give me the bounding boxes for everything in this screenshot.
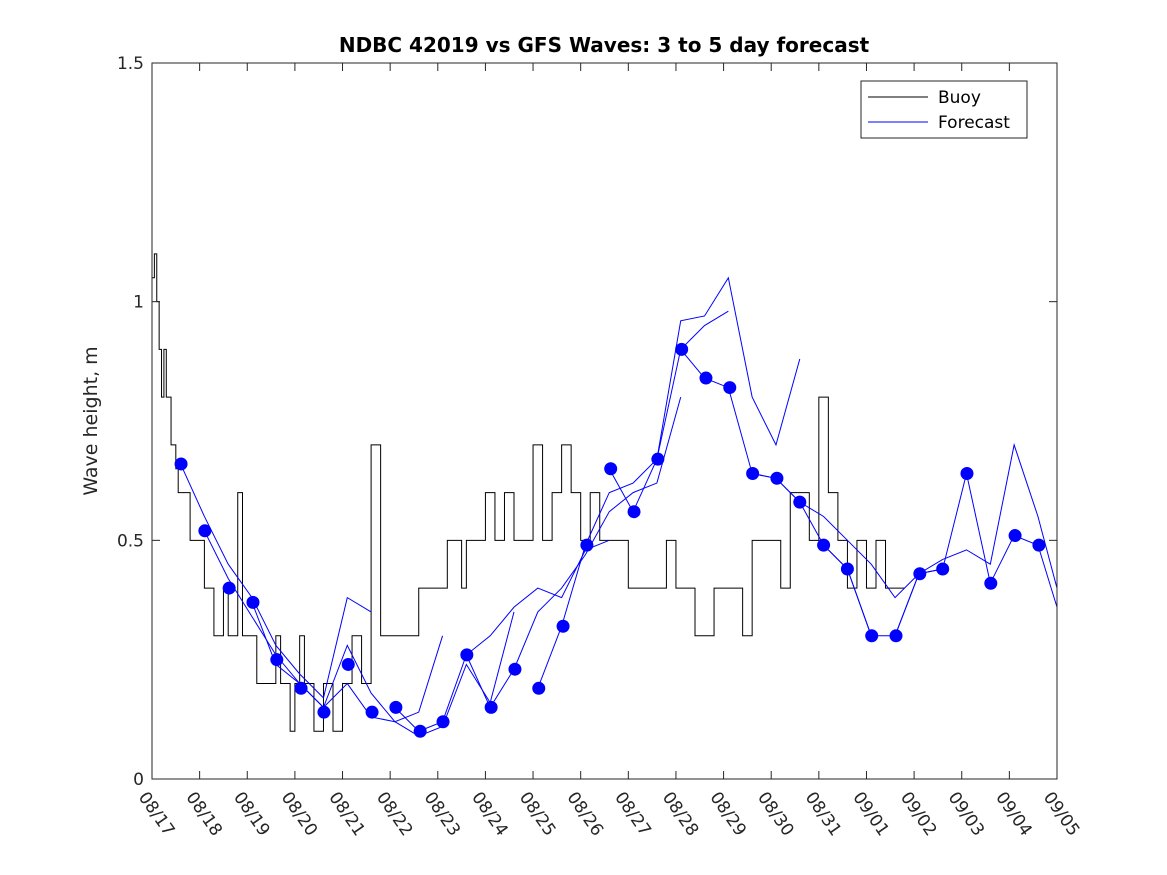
y-tick-label: 1 xyxy=(133,293,144,313)
forecast-marker xyxy=(699,371,713,385)
forecast-marker xyxy=(746,467,760,481)
forecast-marker xyxy=(793,495,807,509)
forecast-marker xyxy=(1032,538,1046,552)
forecast-marker xyxy=(889,629,903,643)
y-tick-label: 0 xyxy=(133,770,144,790)
forecast-run-line xyxy=(394,539,610,732)
forecast-run-line xyxy=(251,602,515,737)
forecast-marker xyxy=(532,681,546,695)
legend-box xyxy=(860,80,1028,139)
forecast-marker xyxy=(723,381,737,395)
forecast-marker xyxy=(770,471,784,485)
forecast-marker xyxy=(174,457,188,471)
y-axis: 0 0.5 1 1.5 xyxy=(117,54,1057,790)
forecast-marker xyxy=(460,648,474,662)
forecast-marker xyxy=(817,538,831,552)
forecast-marker xyxy=(627,505,641,519)
chart-title: NDBC 42019 vs GFS Waves: 3 to 5 day fore… xyxy=(339,33,870,57)
forecast-run-line xyxy=(608,276,801,513)
buoy-series xyxy=(152,253,905,732)
forecast-marker xyxy=(508,662,522,676)
forecast-marker xyxy=(222,581,236,595)
forecast-marker xyxy=(556,619,570,633)
forecast-marker xyxy=(484,700,498,714)
forecast-markers xyxy=(174,342,1046,738)
forecast-marker xyxy=(984,576,998,590)
forecast-marker xyxy=(317,705,331,719)
forecast-run-line xyxy=(180,463,372,699)
forecast-marker xyxy=(936,562,950,576)
forecast-marker xyxy=(270,653,284,667)
legend: Buoy Forecast xyxy=(860,80,1028,139)
forecast-marker xyxy=(389,700,403,714)
plot-frame xyxy=(151,62,1058,780)
legend-buoy-label: Buoy xyxy=(938,88,981,108)
y-tick-label: 0.5 xyxy=(117,531,144,551)
forecast-marker xyxy=(913,567,927,581)
forecast-marker xyxy=(198,524,212,538)
forecast-marker xyxy=(865,629,879,643)
forecast-run-line xyxy=(537,310,729,689)
forecast-marker xyxy=(341,657,355,671)
forecast-marker xyxy=(604,462,618,476)
forecast-marker xyxy=(840,562,854,576)
forecast-marker xyxy=(651,452,665,466)
forecast-marker xyxy=(1008,529,1022,543)
y-tick-label: 1.5 xyxy=(117,54,144,74)
forecast-marker xyxy=(580,538,594,552)
y-axis-label: Wave height, m xyxy=(80,346,102,495)
forecast-marker xyxy=(960,467,974,481)
forecast-marker xyxy=(246,595,260,609)
buoy-line xyxy=(152,253,905,732)
legend-forecast-label: Forecast xyxy=(938,113,1010,133)
forecast-run-line xyxy=(465,396,682,709)
forecast-marker xyxy=(413,724,427,738)
forecast-marker xyxy=(675,342,689,356)
forecast-run-line xyxy=(752,473,943,599)
forecast-marker xyxy=(436,715,450,729)
forecast-marker xyxy=(365,705,379,719)
forecast-marker xyxy=(294,681,308,695)
